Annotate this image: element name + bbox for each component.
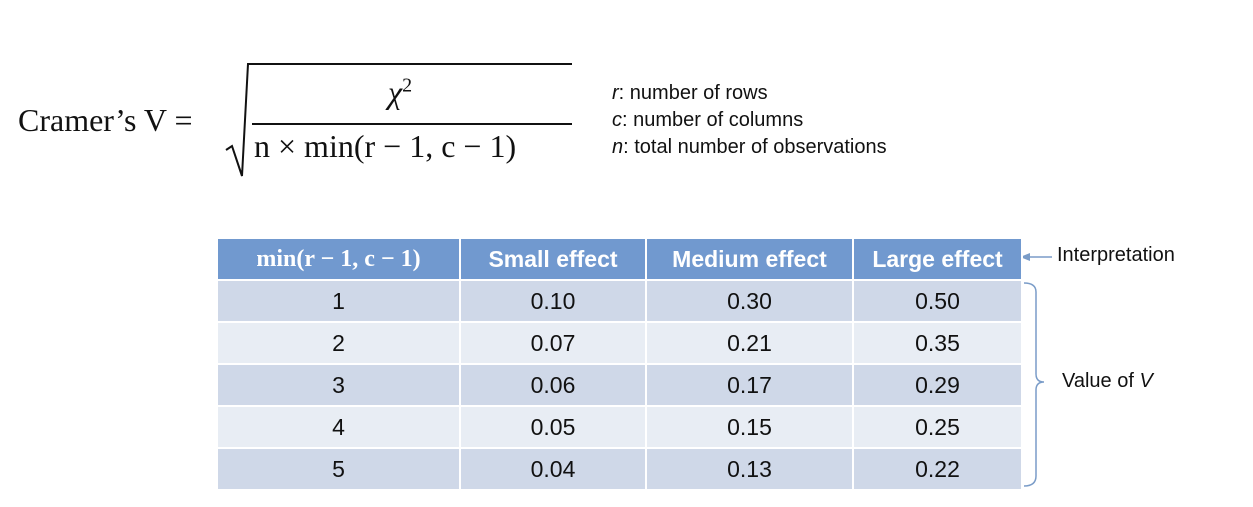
- formula-denominator: n × min(r − 1, c − 1): [254, 128, 517, 164]
- header-cell: Small effect: [459, 237, 647, 281]
- table-row: 1 0.10 0.30 0.50: [216, 279, 1023, 323]
- brace: [1023, 282, 1045, 487]
- table-cell: 0.10: [459, 279, 647, 323]
- table-cell: 0.50: [852, 279, 1023, 323]
- definition-text: : number of columns: [622, 109, 804, 131]
- formula-lhs: Cramer’s V =: [18, 102, 193, 138]
- table-row: 3 0.06 0.17 0.29: [216, 363, 1023, 407]
- value-text: Value of: [1062, 370, 1134, 392]
- definition: r: number of rows: [612, 80, 887, 107]
- table-cell: 2: [216, 321, 461, 365]
- definition-symbol: c: [612, 109, 622, 131]
- table-cell: 0.21: [645, 321, 854, 365]
- table-cell: 0.22: [852, 447, 1023, 491]
- table-cell: 1: [216, 279, 461, 323]
- effect-table: min(r − 1, c − 1) Small effect Medium effe…: [216, 237, 1023, 491]
- value-annotation: Value of V: [1062, 370, 1153, 393]
- sqrt-sign: [225, 63, 572, 177]
- header-row: min(r − 1, c − 1) Small effect Medium effe…: [216, 237, 1023, 281]
- formula-numerator: χ2: [388, 74, 412, 111]
- table-row: 4 0.05 0.15 0.25: [216, 405, 1023, 449]
- table-cell: 0.06: [459, 363, 647, 407]
- table-cell: 0.05: [459, 405, 647, 449]
- table-cell: 0.29: [852, 363, 1023, 407]
- table-cell: 0.17: [645, 363, 854, 407]
- table-row: 5 0.04 0.13 0.22: [216, 447, 1023, 491]
- definitions: r: number of rows c: number of columns n: …: [612, 80, 887, 161]
- table-cell: 3: [216, 363, 461, 407]
- header-cell: Large effect: [852, 237, 1023, 281]
- arrow-head: [1020, 253, 1030, 261]
- table-cell: 0.30: [645, 279, 854, 323]
- exponent: 2: [402, 74, 413, 97]
- header-cell: Medium effect: [645, 237, 854, 281]
- table-row: 2 0.07 0.21 0.35: [216, 321, 1023, 365]
- table-cell: 0.15: [645, 405, 854, 449]
- table-cell: 0.25: [852, 405, 1023, 449]
- definition-text: : total number of observations: [623, 136, 887, 158]
- definition: c: number of columns: [612, 107, 887, 134]
- chi: χ: [388, 74, 403, 110]
- definition-symbol: n: [612, 136, 624, 158]
- table-cell: 0.07: [459, 321, 647, 365]
- header-annotation: Interpretation: [1057, 244, 1175, 266]
- table-cell: 0.13: [645, 447, 854, 491]
- table-cell: 0.04: [459, 447, 647, 491]
- header-cell: min(r − 1, c − 1): [216, 237, 461, 281]
- definition: n: total number of observations: [612, 134, 887, 161]
- value-symbol: V: [1139, 370, 1153, 392]
- definition-text: : number of rows: [618, 82, 768, 104]
- table-cell: 0.35: [852, 321, 1023, 365]
- definition-symbol: r: [612, 82, 619, 104]
- table-cell: 5: [216, 447, 461, 491]
- table-cell: 4: [216, 405, 461, 449]
